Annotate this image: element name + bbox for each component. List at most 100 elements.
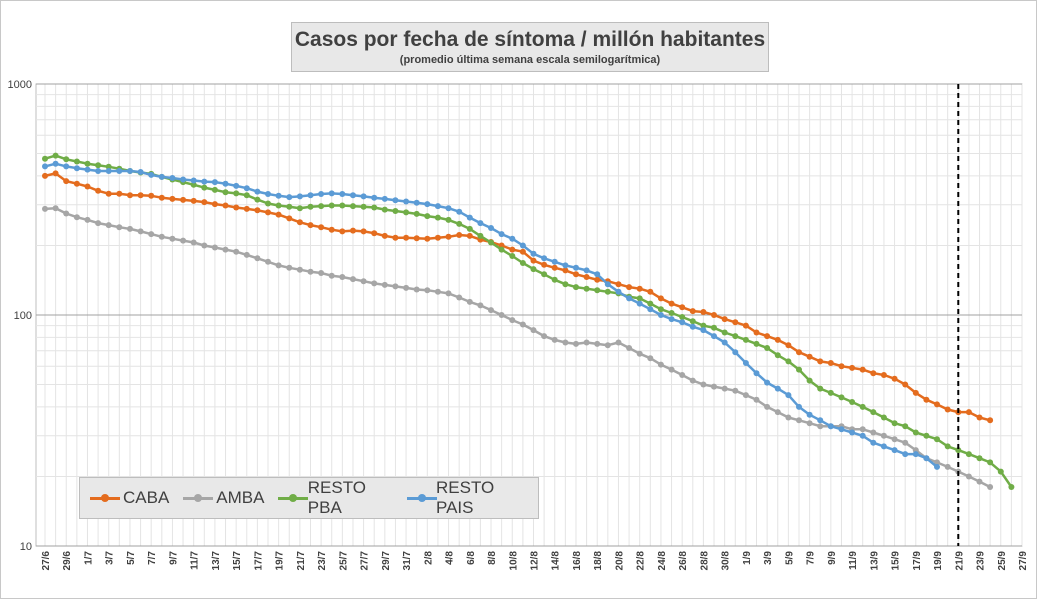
data-point-resto-pba <box>254 196 261 203</box>
data-point-amba <box>870 429 877 436</box>
data-point-caba <box>127 192 133 199</box>
data-point-caba <box>689 308 696 315</box>
data-point-caba <box>201 199 208 206</box>
data-point-caba <box>180 196 187 203</box>
data-point-amba <box>116 224 123 231</box>
data-point-resto-pais <box>679 319 686 326</box>
data-point-caba <box>392 234 399 241</box>
data-point-amba <box>774 409 781 416</box>
legend-swatch-resto-pais <box>406 492 437 504</box>
data-point-resto-pais <box>169 175 176 181</box>
data-point-resto-pba <box>445 216 452 223</box>
data-point-resto-pba <box>509 253 516 259</box>
data-point-caba <box>105 190 112 197</box>
data-point-amba <box>732 387 739 394</box>
data-point-caba <box>339 228 346 235</box>
data-point-resto-pais <box>806 411 813 418</box>
data-point-caba <box>519 248 526 255</box>
x-tick-label: 27/7 <box>360 551 371 571</box>
x-tick-label: 21/9 <box>954 551 965 571</box>
data-point-resto-pais <box>339 191 346 197</box>
data-point-amba <box>254 255 261 262</box>
data-point-amba <box>573 340 579 347</box>
data-point-resto-pais <box>796 403 802 410</box>
data-point-resto-pais <box>211 179 218 186</box>
data-point-resto-pais <box>42 163 48 170</box>
data-point-caba <box>413 235 420 242</box>
data-point-caba <box>902 381 909 388</box>
data-point-amba <box>647 355 654 362</box>
data-point-amba <box>817 423 824 430</box>
data-point-amba <box>424 287 431 294</box>
data-point-amba <box>360 278 367 285</box>
x-tick-label: 18/8 <box>593 551 604 571</box>
x-tick-label: 6/8 <box>466 551 477 565</box>
data-point-amba <box>296 266 303 273</box>
data-point-amba <box>371 280 378 287</box>
data-point-amba <box>700 381 707 388</box>
data-point-resto-pba <box>488 239 494 246</box>
data-point-caba <box>636 285 643 292</box>
data-point-amba <box>902 439 909 446</box>
data-point-caba <box>573 271 579 278</box>
data-point-resto-pais <box>286 194 293 201</box>
data-point-caba <box>912 389 919 396</box>
data-point-caba <box>403 234 410 241</box>
data-point-resto-pba <box>477 232 484 239</box>
data-point-caba <box>965 409 972 416</box>
data-point-caba <box>732 319 739 326</box>
x-tick-label: 23/9 <box>976 551 987 571</box>
data-point-resto-pba <box>965 451 972 458</box>
data-point-resto-pais <box>573 264 579 271</box>
data-point-amba <box>477 302 484 309</box>
data-point-resto-pais <box>105 168 112 174</box>
data-point-resto-pais <box>424 201 431 208</box>
data-point-resto-pba <box>668 310 675 316</box>
data-point-amba <box>434 288 441 295</box>
data-point-resto-pba <box>838 394 845 401</box>
data-point-resto-pba <box>222 189 229 196</box>
data-point-amba <box>328 272 335 279</box>
data-point-resto-pais <box>350 192 356 199</box>
data-point-amba <box>604 342 611 349</box>
data-point-resto-pais <box>764 379 771 386</box>
x-tick-label: 7/7 <box>147 551 158 565</box>
data-point-resto-pba <box>519 260 526 266</box>
data-point-amba <box>52 205 59 212</box>
data-point-resto-pais <box>870 439 877 446</box>
data-point-amba <box>498 312 505 318</box>
data-point-caba <box>158 194 165 201</box>
data-point-amba <box>668 366 675 373</box>
data-point-resto-pais <box>583 267 590 274</box>
data-point-amba <box>445 290 452 297</box>
x-tick-label: 27/6 <box>41 551 52 571</box>
x-tick-label: 16/8 <box>572 551 583 571</box>
data-point-amba <box>105 222 112 229</box>
data-point-caba <box>466 232 473 239</box>
data-point-amba <box>764 403 771 410</box>
data-point-amba <box>488 307 494 314</box>
data-point-amba <box>615 339 622 346</box>
data-point-resto-pais <box>413 199 420 206</box>
data-point-resto-pais <box>243 185 250 192</box>
data-point-amba <box>148 231 155 238</box>
x-tick-label: 19/7 <box>275 551 286 571</box>
data-point-resto-pba <box>796 366 802 373</box>
data-point-amba <box>169 235 176 242</box>
data-point-resto-pba <box>52 152 59 159</box>
data-point-resto-pais <box>934 463 940 470</box>
data-point-caba <box>806 353 813 360</box>
data-point-resto-pba <box>604 288 611 295</box>
data-point-caba <box>562 267 569 274</box>
data-point-caba <box>254 207 261 214</box>
data-point-amba <box>742 392 749 399</box>
x-tick-label: 17/9 <box>912 551 923 571</box>
data-point-amba <box>594 340 601 347</box>
data-point-resto-pais <box>201 178 208 185</box>
data-point-resto-pais <box>127 168 133 174</box>
data-point-resto-pba <box>997 468 1004 475</box>
data-point-amba <box>403 284 410 291</box>
data-point-caba <box>360 228 367 235</box>
data-point-resto-pais <box>222 180 229 187</box>
